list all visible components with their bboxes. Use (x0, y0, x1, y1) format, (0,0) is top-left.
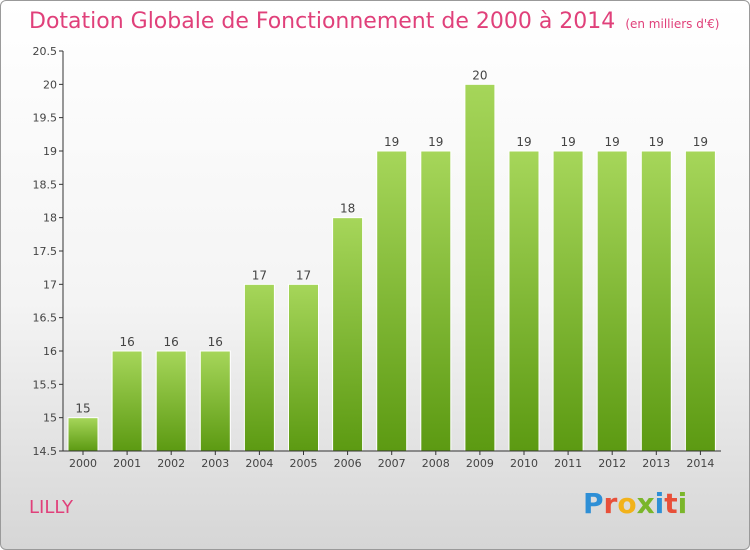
y-tick-label: 19 (43, 145, 57, 158)
bar-2008 (420, 150, 452, 452)
x-tick-label: 2005 (290, 457, 318, 470)
data-label: 16 (208, 335, 223, 349)
bar-2011 (552, 150, 584, 452)
commune-name: LILLY (29, 497, 73, 518)
x-tick-label: 2007 (378, 457, 406, 470)
logo-letter: x (636, 487, 655, 520)
x-tick-label: 2011 (554, 457, 582, 470)
data-label: 16 (119, 335, 134, 349)
logo-letter: i (654, 487, 665, 520)
data-label: 19 (560, 135, 575, 149)
x-tick-label: 2000 (69, 457, 97, 470)
y-tick-label: 16.5 (33, 312, 58, 325)
x-tick-label: 2010 (510, 457, 538, 470)
data-label: 19 (516, 135, 531, 149)
bar-2003 (199, 350, 231, 452)
y-tick-label: 14.5 (33, 445, 58, 458)
logo-letter: i (677, 487, 688, 520)
bar-2012 (596, 150, 628, 452)
data-label: 17 (252, 268, 267, 282)
x-tick-label: 2003 (201, 457, 229, 470)
logo-letter: o (617, 487, 637, 520)
y-tick-label: 18 (43, 212, 57, 225)
bar-2010 (508, 150, 540, 452)
data-label: 20 (472, 68, 487, 82)
bar-2004 (243, 283, 275, 452)
y-tick-label: 18.5 (33, 178, 58, 191)
bar-2014 (684, 150, 716, 452)
chart-title-text: Dotation Globale de Fonctionnement de 20… (29, 9, 616, 34)
x-tick-label: 2009 (466, 457, 494, 470)
bar-2007 (376, 150, 408, 452)
y-tick-label: 19.5 (33, 112, 58, 125)
bar-2009 (464, 83, 496, 452)
x-tick-label: 2001 (113, 457, 141, 470)
x-tick-label: 2006 (334, 457, 362, 470)
data-label: 17 (296, 268, 311, 282)
y-tick-label: 15 (43, 412, 57, 425)
proxiti-logo: Proxiti (583, 487, 687, 520)
data-label: 19 (605, 135, 620, 149)
axes-group: 14.5 15 15.5 16 16.5 17 17.5 18 18.5 19 19.5 20 20.5… (33, 45, 721, 470)
data-label: 19 (649, 135, 664, 149)
x-tick-label: 2008 (422, 457, 450, 470)
data-label: 16 (164, 335, 179, 349)
bar-2013 (640, 150, 672, 452)
data-label: 15 (75, 402, 90, 416)
y-tick-label: 20.5 (33, 45, 58, 58)
chart-title: Dotation Globale de Fonctionnement de 20… (29, 9, 719, 34)
bar-2000 (67, 417, 99, 452)
x-tick-label: 2004 (245, 457, 273, 470)
x-tick-label: 2002 (157, 457, 185, 470)
x-tick-label: 2012 (598, 457, 626, 470)
y-tick-label: 20 (43, 78, 57, 91)
y-tick-label: 17 (43, 278, 57, 291)
data-label: 18 (340, 202, 355, 216)
y-tick-label: 15.5 (33, 378, 58, 391)
chart-subtitle: (en milliers d'€) (625, 17, 720, 31)
logo-letter: P (583, 487, 604, 520)
y-tick-label: 16 (43, 345, 57, 358)
logo-letter: t (664, 487, 678, 520)
bar-2006 (332, 217, 364, 452)
data-label: 19 (428, 135, 443, 149)
bar-2005 (288, 283, 319, 452)
data-label: 19 (693, 135, 708, 149)
bar-2001 (111, 350, 143, 452)
logo-letter: r (603, 487, 618, 520)
x-tick-label: 2014 (686, 457, 714, 470)
bar-2002 (155, 350, 187, 452)
data-label: 19 (384, 135, 399, 149)
x-tick-label: 2013 (642, 457, 670, 470)
bars-group: 15 16 16 16 17 17 18 19 19 20 19 19 19 19 19 (67, 68, 716, 452)
y-tick-label: 17.5 (33, 245, 58, 258)
